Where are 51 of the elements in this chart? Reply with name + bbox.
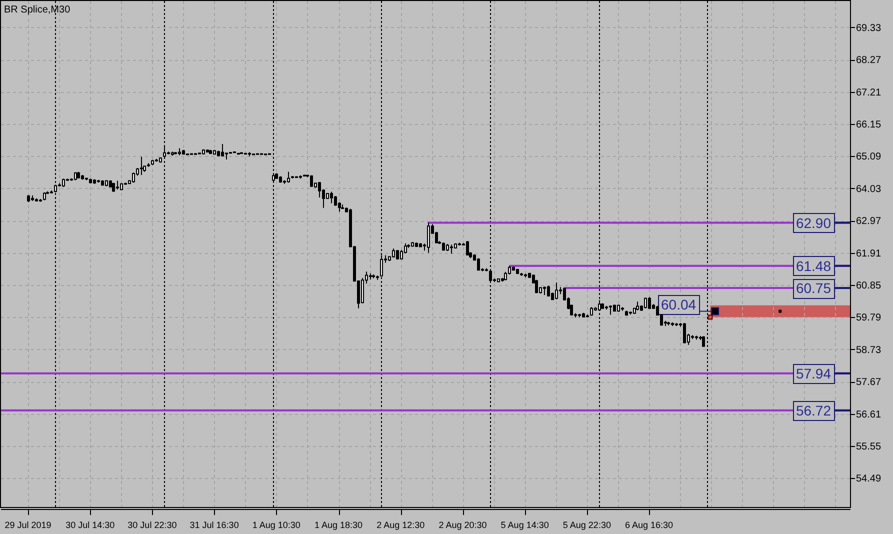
candlestick	[140, 156, 143, 176]
candlestick	[644, 297, 647, 309]
candlestick	[555, 282, 558, 300]
x-tick-label: 6 Aug 16:30	[625, 520, 674, 530]
x-tick-label: 1 Aug 10:30	[252, 520, 300, 530]
candlestick	[427, 222, 430, 254]
y-tick-label: 56.61	[856, 409, 882, 420]
x-tick-label: 31 Jul 16:30	[190, 520, 239, 530]
y-tick-label: 58.73	[856, 344, 882, 356]
x-tick-label: 5 Aug 14:30	[500, 520, 549, 530]
candlestick	[361, 277, 364, 304]
candlestick	[683, 322, 686, 344]
y-tick-label: 67.21	[856, 87, 882, 98]
x-tick-label: 30 Jul 14:30	[66, 520, 115, 530]
ref-line-label: 57.94	[796, 365, 832, 382]
y-tick-label: 61.91	[856, 248, 882, 260]
y-tick-label: 68.27	[856, 55, 882, 66]
y-tick-label: 60.85	[856, 280, 882, 292]
ref-line-label: 62.90	[796, 214, 832, 231]
y-tick-label: 62.97	[856, 216, 882, 228]
y-tick-label: 65.09	[856, 152, 882, 163]
candlestick	[132, 172, 135, 184]
y-tick-label: 57.67	[856, 377, 882, 388]
x-tick-label: 2 Aug 20:30	[438, 520, 487, 530]
y-tick-label: 66.15	[856, 120, 882, 131]
candlestick	[450, 244, 453, 254]
candlestick	[287, 171, 290, 184]
y-tick-label: 64.03	[856, 184, 882, 195]
candlestick	[330, 191, 333, 204]
candlestick	[400, 250, 403, 260]
candlestick	[477, 258, 480, 271]
ref-line-label: 61.48	[796, 258, 832, 274]
x-tick-label: 2 Aug 12:30	[376, 520, 425, 530]
candlestick	[648, 296, 651, 309]
x-tick-label: 1 Aug 18:30	[314, 520, 363, 530]
chart-title: BR Splice,M30	[4, 4, 71, 16]
candlestick	[318, 182, 321, 198]
candlestick	[547, 285, 550, 297]
x-tick-label: 5 Aug 22:30	[562, 520, 611, 530]
ref-line-label: 60.75	[796, 280, 832, 296]
candlestick	[392, 248, 395, 258]
ref-line-label: 56.72	[796, 402, 832, 418]
y-tick-label: 69.33	[856, 22, 882, 34]
y-tick-label: 54.49	[856, 474, 882, 485]
x-tick-label: 30 Jul 22:30	[128, 520, 177, 530]
annotation: 60.04	[661, 296, 696, 312]
candlestick	[466, 240, 469, 256]
y-tick-label: 59.79	[856, 312, 882, 324]
candlestick	[221, 144, 224, 158]
y-tick-label: 55.55	[856, 441, 882, 452]
x-tick-label: 29 Jul 2019	[4, 520, 52, 530]
